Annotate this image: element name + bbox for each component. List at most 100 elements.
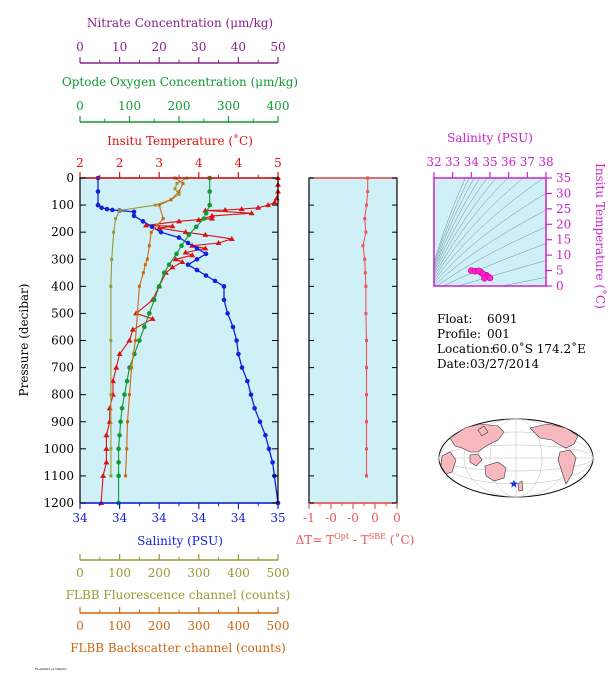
profile-panel: 0 100 200 300 400 500 600 700 800 900 1000 1100 1200… [17, 171, 281, 510]
salinity-point-16 [194, 256, 200, 262]
oxygen-tick-label-2: 200 [168, 99, 191, 113]
delta_t-point-11 [364, 366, 368, 370]
oxygen-point-15 [137, 338, 142, 343]
nitrate-axis: Nitrate Concentration (μm/kg) 0 10 20 30 40 5… [76, 16, 286, 64]
temperature-point-10 [248, 210, 255, 216]
oxygen-point-4 [201, 216, 207, 221]
oxygen-point-14 [142, 324, 147, 330]
backscatter-point-2 [177, 190, 181, 194]
backscatter-tick-label-3: 300 [187, 619, 210, 633]
temperature-point-38 [110, 378, 116, 384]
salinity-point-18 [194, 267, 200, 273]
ts-isopycnal-14 [434, 178, 470, 265]
pressure-tick-label-11: 1100 [43, 469, 74, 483]
salinity-point-15 [203, 251, 209, 257]
salinity-tick-label-5: 35 [270, 511, 285, 525]
temperature-point-42 [103, 432, 110, 438]
salinity-tick-label-2: 34 [152, 511, 168, 525]
oxygen-point-7 [179, 243, 184, 249]
delta-t-series [361, 176, 370, 478]
oxygen-point-2 [207, 202, 212, 208]
nitrate-axis-label: Nitrate Concentration (μm/kg) [87, 16, 273, 30]
ts-point-7 [486, 274, 494, 282]
pressure-tick-label-9: 900 [51, 415, 74, 429]
delta-t-label-sup-opt: Opt [334, 532, 350, 541]
temperature-point-8 [222, 206, 229, 212]
delta_t-point-4 [364, 230, 368, 234]
salinity-point-5 [110, 207, 115, 213]
float-value: 6091 [487, 312, 518, 326]
oxygen-point-13 [147, 311, 152, 316]
salinity-point-11 [158, 229, 164, 235]
date-value: 03/27/2014 [470, 357, 540, 371]
delta_t-point-13 [364, 420, 368, 424]
backscatter-tick-label-1: 100 [108, 619, 131, 633]
fluorescence-tick-label-2: 200 [148, 566, 171, 580]
ts-isopycnal-6 [434, 192, 546, 284]
salinity-point-4 [104, 206, 110, 212]
temperature-tick-label-2: 3 [155, 156, 163, 170]
fluorescence-point-7 [114, 217, 118, 221]
backscatter-point-4 [157, 203, 161, 207]
delta_t-point-7 [363, 271, 367, 275]
pressure-tick-label-4: 400 [51, 279, 74, 293]
world-map [438, 418, 594, 498]
temperature-point-18 [182, 229, 189, 235]
salinity-point-8 [131, 213, 137, 219]
backscatter-point-10 [141, 271, 145, 275]
temperature-point-21 [215, 240, 222, 245]
nitrate-tick-label-1: 10 [112, 40, 127, 54]
backscatter-tick-label-4: 400 [227, 619, 250, 633]
salinity-point-21 [221, 284, 227, 289]
delta-t-label-unit: (˚C) [386, 532, 414, 547]
salinity-point-31 [257, 419, 263, 425]
delta_t-point-2 [364, 203, 368, 207]
oxygen-point-21 [118, 419, 123, 425]
fluorescence-tick-label-5: 500 [267, 566, 290, 580]
ts-points [468, 267, 494, 282]
temperature-point-45 [100, 472, 107, 478]
footer-note: Float6091 profile001 [35, 667, 67, 671]
oxygen-axis: Optode Oxygen Concentration (μm/kg) 0 100… [62, 75, 298, 123]
salinity-point-20 [212, 278, 218, 284]
backscatter-point-9 [143, 263, 147, 267]
ts-salinity-tick-labels: 32 33 34 35 36 37 38 [426, 155, 554, 178]
map-land [440, 423, 579, 492]
salinity-point-1 [95, 189, 101, 194]
ts-point-6 [481, 274, 488, 282]
oxygen-point-9 [166, 262, 172, 267]
oxygen-point-6 [186, 232, 192, 238]
temperature-axis: Insitu Temperature (˚C) 2 2 3 4 4 5 [76, 133, 282, 178]
delta-t-axis-label: ΔT= TOpt - TSBE (˚C) [296, 532, 415, 547]
ts-isopycnal-15 [434, 178, 466, 263]
fluorescence-point-13 [109, 447, 113, 451]
backscatter-tick-label-5: 500 [267, 619, 290, 633]
temperature-point-33 [149, 315, 156, 321]
temperature-point-15 [143, 222, 149, 228]
temperature-point-6 [255, 204, 262, 210]
temperature-point-16 [169, 223, 176, 229]
oxygen-tick-label-1: 100 [118, 99, 141, 113]
oxygen-point-8 [174, 251, 179, 257]
temperature-axis-label: Insitu Temperature (˚C) [107, 133, 253, 148]
temperature-point-43 [103, 445, 110, 451]
delta_t-point-14 [364, 447, 368, 451]
temperature-point-35 [126, 337, 133, 343]
backscatter-point-5 [161, 217, 165, 221]
nitrate-tick-label-0: 0 [76, 40, 84, 54]
ts-isopycnal-4 [436, 226, 546, 286]
fluorescence-point-11 [109, 339, 113, 342]
ts-point-8 [475, 267, 483, 275]
oxygen-point-10 [161, 270, 167, 276]
fluorescence-point-1 [175, 181, 179, 185]
ts-y-tick-label-5: 10 [556, 248, 571, 262]
backscatter-point-3 [169, 198, 173, 202]
temperature-point-12 [195, 216, 202, 222]
temperature-tick-label-5: 5 [274, 156, 282, 170]
backscatter-point-1 [181, 181, 185, 185]
delta-t-tick-labels: -1 -0 -0 0 0 [303, 503, 401, 525]
delta_t-point-3 [363, 217, 367, 221]
temperature-point-5 [265, 202, 272, 208]
salinity-point-24 [230, 324, 236, 330]
